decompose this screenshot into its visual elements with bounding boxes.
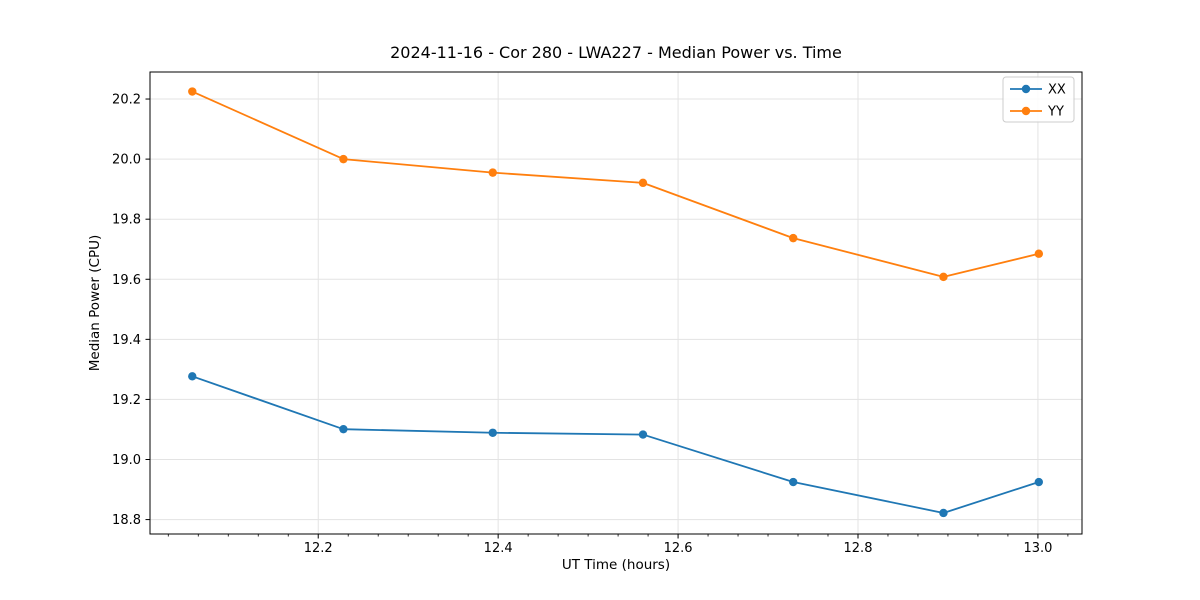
x-tick-label: 13.0	[1023, 541, 1052, 556]
grid	[150, 72, 1082, 534]
y-tick-label: 19.6	[112, 273, 141, 288]
data-point-YY	[1034, 249, 1044, 258]
data-point-XX	[789, 477, 798, 487]
legend-entry-YY: YY	[1010, 105, 1064, 120]
x-axis-label: UT Time (hours)	[561, 557, 671, 573]
ticks	[145, 98, 1039, 539]
y-tick-label: 19.2	[112, 393, 141, 408]
legend-label: XX	[1048, 83, 1066, 98]
legend: XX YY	[1002, 76, 1075, 123]
y-tick-label: 20.2	[112, 93, 141, 108]
data-point-YY	[488, 168, 497, 177]
chart-title: 2024-11-16 - Cor 280 - LWA227 - Median P…	[390, 43, 842, 62]
data-point-YY	[339, 154, 348, 164]
data-point-YY	[188, 87, 197, 96]
y-tick-label: 19.0	[112, 453, 141, 468]
data-point-XX	[638, 430, 648, 439]
series-YY	[188, 87, 1044, 282]
series-XX	[188, 372, 1044, 518]
legend-marker	[1021, 106, 1031, 116]
x-tick-label: 12.8	[844, 541, 873, 556]
x-tick-label: 12.2	[304, 541, 333, 556]
x-tick-label: 12.6	[664, 541, 693, 556]
axes-spines	[149, 71, 1083, 535]
data-point-YY	[939, 272, 948, 282]
tick-labels: 12.2 12.4 12.6 12.8 13.0 18.8 19.0 19.2 19.4 19.6…	[112, 93, 1052, 556]
y-tick-label: 18.8	[112, 513, 141, 528]
y-axis-label: Median Power (CPU)	[87, 234, 103, 372]
x-tick-label: 12.4	[484, 541, 513, 556]
y-tick-label: 19.8	[112, 213, 141, 228]
data-point-XX	[339, 424, 348, 434]
legend-label: YY	[1047, 105, 1064, 120]
data-point-YY	[789, 233, 798, 243]
data-point-XX	[488, 428, 497, 437]
legend-marker	[1021, 84, 1031, 94]
legend-entry-XX: XX	[1010, 83, 1066, 98]
axes-background	[150, 72, 1082, 534]
y-tick-label: 20.0	[112, 153, 141, 168]
data-point-XX	[188, 372, 197, 381]
y-tick-label: 19.4	[112, 333, 141, 348]
data-point-XX	[939, 508, 948, 518]
data-point-XX	[1034, 477, 1044, 487]
data-point-YY	[638, 178, 648, 188]
